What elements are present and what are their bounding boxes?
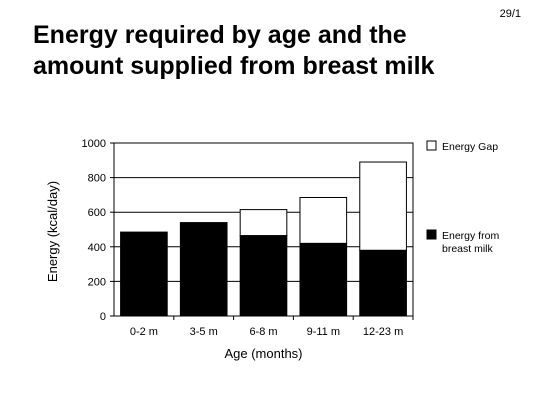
bar-breast-milk-0 [120, 231, 168, 317]
x-tick-label-0: 0-2 m [130, 326, 158, 338]
x-tick-label-3: 9-11 m [307, 326, 340, 338]
bar-breast-milk-3 [299, 242, 348, 317]
bar-breast-milk-4 [359, 249, 407, 317]
legend-swatch-1 [426, 229, 437, 240]
x-tick-label-4: 12-23 m [363, 326, 403, 338]
y-tick-label-0: 0 [100, 311, 106, 323]
y-tick-label-1: 200 [88, 276, 106, 288]
legend-label-1-0: Energy from [442, 230, 499, 242]
bar-energy-gap-3 [299, 196, 348, 244]
slide-title: Energy required by age and the amount su… [33, 21, 435, 80]
legend-label-1-1: breast milk [442, 243, 494, 255]
slide-number: 29/1 [499, 8, 521, 20]
x-axis-title: Age (months) [224, 346, 302, 361]
bar-breast-milk-1 [179, 222, 228, 317]
legend-label-0-0: Energy Gap [442, 141, 498, 153]
x-tick-label-1: 3-5 m [190, 326, 218, 338]
y-axis-title: Energy (kcal/day) [45, 181, 60, 282]
y-tick-label-3: 600 [88, 207, 106, 219]
bar-breast-milk-2 [239, 235, 288, 317]
bar-energy-gap-4 [359, 161, 407, 251]
x-tick-label-2: 6-8 m [249, 326, 277, 338]
legend-swatch-0 [426, 140, 437, 151]
bar-energy-gap-2 [239, 209, 288, 237]
y-tick-label-2: 400 [88, 242, 106, 254]
y-tick-label-4: 800 [88, 173, 106, 185]
y-tick-label-5: 1000 [82, 138, 106, 150]
